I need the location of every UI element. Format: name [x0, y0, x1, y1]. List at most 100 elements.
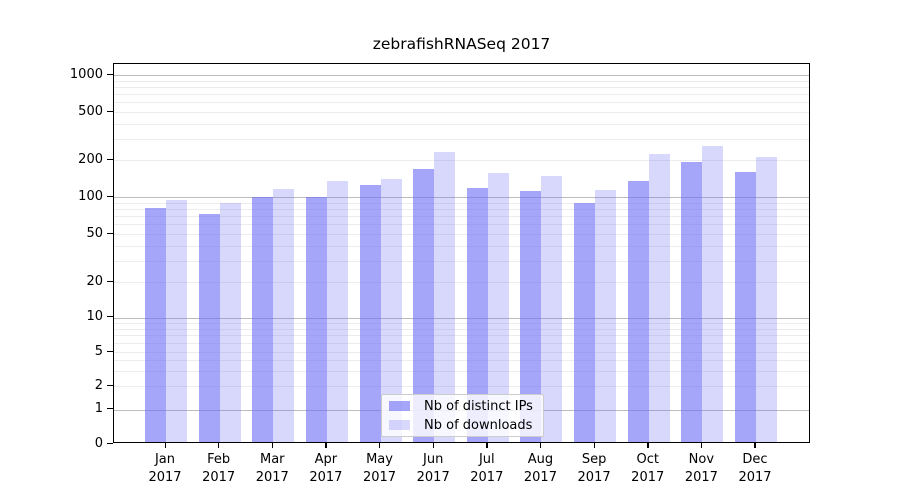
bar-nb-of-distinct-ips-nov-2017 [681, 161, 703, 442]
gridline-minor [114, 102, 809, 104]
y-tick-label: 50 [86, 225, 103, 241]
x-tick [218, 443, 220, 448]
y-tick-label: 1 [94, 401, 103, 416]
chart-title: zebrafishRNASeq 2017 [372, 35, 551, 53]
bar-nb-of-downloads-aug-2017 [541, 176, 563, 442]
gridline-minor [114, 245, 809, 247]
gridline-minor [114, 80, 809, 82]
bar-nb-of-downloads-oct-2017 [648, 154, 670, 442]
legend-swatch-distinct-ips [389, 401, 410, 411]
x-tick [432, 443, 434, 448]
y-tick-label: 200 [78, 151, 103, 167]
gridline-major [114, 75, 809, 76]
y-tick-label: 500 [78, 103, 103, 119]
bar-nb-of-distinct-ips-aug-2017 [520, 191, 542, 442]
x-tick-label: Oct 2017 [631, 452, 665, 485]
gridline-minor [114, 202, 809, 204]
bar-nb-of-downloads-dec-2017 [755, 157, 777, 442]
bar-nb-of-downloads-mar-2017 [273, 189, 295, 442]
y-tick-label: 0 [94, 435, 103, 451]
bar-nb-of-distinct-ips-jul-2017 [466, 187, 488, 442]
y-tick [107, 158, 113, 160]
y-tick [107, 442, 113, 444]
x-tick-label: May 2017 [362, 452, 397, 485]
x-tick-label: Mar 2017 [255, 452, 289, 485]
bar-nb-of-distinct-ips-may-2017 [359, 184, 381, 442]
y-tick-label: 20 [86, 273, 103, 289]
x-tick [754, 443, 756, 448]
gridline-minor [114, 352, 809, 353]
y-tick [107, 232, 113, 234]
gridline-minor [114, 386, 809, 387]
gridline-minor [114, 138, 809, 140]
bar-nb-of-distinct-ips-apr-2017 [305, 197, 327, 442]
bar-nb-of-downloads-may-2017 [380, 179, 402, 442]
gridline-minor [114, 160, 809, 161]
bar-nb-of-distinct-ips-jun-2017 [413, 168, 435, 442]
gridline-minor [114, 322, 809, 324]
legend-entry-distinct-ips: Nb of distinct IPs [389, 399, 535, 414]
gridline-minor [114, 360, 809, 362]
y-tick-label: 10 [86, 309, 103, 324]
bar-nb-of-distinct-ips-feb-2017 [198, 213, 220, 442]
gridline-minor [114, 328, 809, 330]
x-tick [486, 443, 488, 448]
bar-nb-of-distinct-ips-oct-2017 [627, 180, 649, 442]
plot-area: Nb of distinct IPs Nb of downloads [113, 63, 810, 443]
x-tick [593, 443, 595, 448]
legend-entry-downloads: Nb of downloads [389, 418, 535, 433]
bar-nb-of-distinct-ips-mar-2017 [252, 197, 274, 442]
x-tick-label: Jun 2017 [416, 452, 450, 485]
x-tick [539, 443, 542, 448]
x-tick-label: Jan 2017 [148, 452, 182, 485]
y-tick [107, 408, 113, 410]
gridline-minor [114, 86, 809, 88]
gridline-minor [114, 342, 809, 344]
gridline-minor [114, 234, 809, 235]
y-tick-label: 2 [94, 377, 103, 393]
x-tick [325, 443, 327, 448]
gridline-minor [114, 260, 809, 262]
y-tick [107, 73, 113, 75]
y-tick [107, 280, 113, 282]
y-tick [107, 195, 113, 197]
legend-label-downloads: Nb of downloads [424, 417, 533, 433]
legend: Nb of distinct IPs Nb of downloads [381, 394, 544, 437]
bar-nb-of-downloads-nov-2017 [702, 145, 724, 442]
y-tick [107, 350, 113, 352]
x-tick-label: Sep 2017 [577, 452, 611, 485]
gridline-minor [114, 370, 809, 372]
x-tick [647, 443, 649, 448]
bar-nb-of-downloads-sep-2017 [595, 190, 617, 442]
x-tick-label: Aug 2017 [523, 452, 557, 485]
y-tick [107, 384, 113, 386]
bar-nb-of-downloads-jul-2017 [487, 172, 509, 442]
x-tick [379, 443, 381, 448]
gridline-minor [114, 216, 809, 218]
x-tick-label: Feb 2017 [202, 452, 236, 485]
bar-nb-of-distinct-ips-sep-2017 [574, 203, 596, 442]
legend-label-distinct-ips: Nb of distinct IPs [424, 398, 533, 414]
x-tick [164, 443, 166, 448]
bar-nb-of-downloads-jan-2017 [166, 199, 187, 442]
gridline-major [114, 197, 809, 198]
gridline-major [114, 317, 809, 319]
bar-nb-of-downloads-jun-2017 [434, 151, 456, 442]
gridline-minor [114, 94, 809, 96]
x-tick-label: Apr 2017 [309, 452, 343, 485]
gridline-minor [114, 208, 809, 210]
gridline-minor [114, 335, 809, 337]
x-tick-label: Nov 2017 [684, 452, 718, 485]
gridline-minor [114, 112, 809, 113]
y-tick-label: 100 [78, 188, 103, 204]
y-tick-label: 5 [94, 343, 103, 359]
y-tick [107, 110, 113, 112]
x-tick [271, 443, 274, 448]
bar-nb-of-downloads-feb-2017 [219, 203, 241, 442]
bar-nb-of-distinct-ips-jan-2017 [145, 208, 166, 442]
y-tick-label: 1000 [69, 66, 103, 82]
legend-swatch-downloads [389, 420, 410, 430]
gridline-minor [114, 282, 809, 283]
gridline-minor [114, 224, 809, 226]
